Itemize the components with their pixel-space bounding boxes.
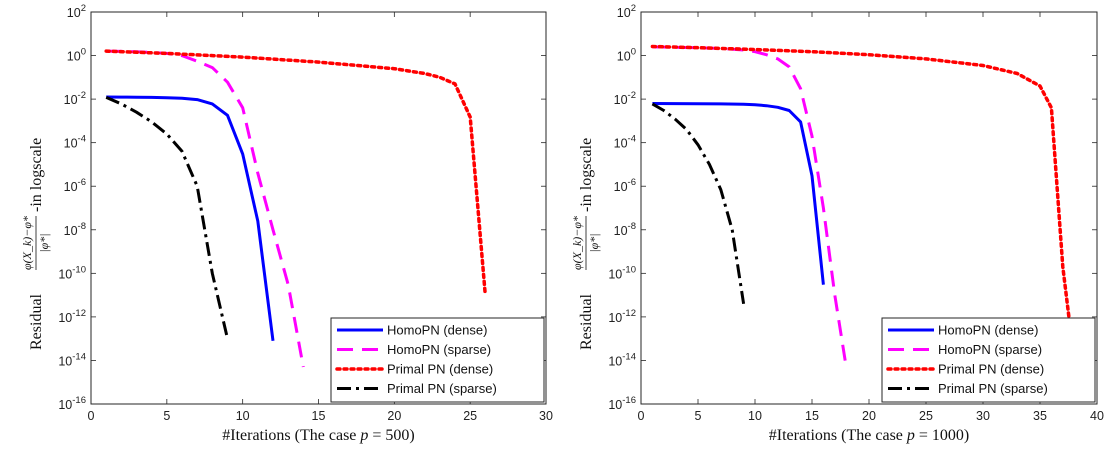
x-tick-label: 20	[387, 409, 401, 423]
legend-label: Primal PN (dense)	[387, 362, 493, 377]
legend-label: HomoPN (sparse)	[387, 342, 491, 357]
x-tick-label: 25	[919, 409, 933, 423]
x-tick-label: 5	[163, 409, 170, 423]
x-tick-label: 15	[312, 409, 326, 423]
series-line-homopn-dense-	[106, 95, 275, 341]
series-line-homopn-sparse-	[106, 49, 305, 368]
x-axis-label: #Iterations (The case p = 1000)	[769, 427, 970, 444]
y-axis-label-prefix: Residual	[28, 293, 45, 350]
legend-label: HomoPN (dense)	[387, 323, 487, 338]
y-tick-label: 10-14	[58, 351, 86, 368]
series-line-primal-pn-sparse-	[105, 96, 229, 340]
y-tick-label: 100	[67, 47, 86, 64]
legend: HomoPN (dense) HomoPN (sparse) Primal PN (…	[881, 317, 1096, 403]
chart-panel-2: 0 5 10 15 20 25 30 35 40 102 100 10-2 10-4 10-6 10-8 10…	[570, 3, 1104, 444]
x-tick-label: 0	[88, 409, 95, 423]
x-axis-label: #Iterations (The case p = 500)	[222, 427, 415, 444]
series-line-primal-pn-sparse-	[651, 102, 746, 305]
y-tick-label: 10-14	[608, 351, 636, 368]
y-tick-label: 10-10	[58, 264, 86, 281]
series-line-primal-pn-dense-	[104, 49, 488, 297]
y-tick-label: 10-4	[614, 134, 636, 151]
y-tick-label: 10-8	[614, 221, 636, 238]
x-tick-label: 40	[1090, 409, 1104, 423]
y-axis-label-numerator: φ(X_k)−φ*	[570, 216, 584, 270]
x-tick-label: 5	[695, 409, 702, 423]
x-tick-label: 20	[862, 409, 876, 423]
x-tick-label: 10	[236, 409, 250, 423]
y-tick-label: 10-12	[58, 308, 86, 325]
legend-box	[330, 317, 545, 403]
y-tick-label: 102	[67, 3, 86, 20]
y-tick-label: 102	[617, 3, 636, 20]
legend-label: HomoPN (dense)	[938, 323, 1038, 338]
y-axis-label-prefix: Residual	[578, 293, 595, 350]
chart-panel-1: 0 5 10 15 20 25 30 102 100 10-2 10-4 10-6 10-8 10-10 1…	[20, 3, 553, 444]
legend-label: Primal PN (sparse)	[938, 381, 1048, 396]
y-axis-label: Residual φ(X_k)−φ* |φ*| -in logscale	[570, 138, 601, 350]
legend-label: Primal PN (dense)	[938, 362, 1044, 377]
legend-label: Primal PN (sparse)	[387, 381, 497, 396]
legend-label: HomoPN (sparse)	[938, 342, 1042, 357]
y-tick-label: 10-2	[614, 90, 636, 107]
y-tick-label: 100	[617, 47, 636, 64]
y-tick-label: 10-8	[64, 221, 86, 238]
x-tick-label: 10	[748, 409, 762, 423]
y-tick-label: 10-12	[608, 308, 636, 325]
x-tick-label: 0	[638, 409, 645, 423]
x-tick-label: 35	[1033, 409, 1047, 423]
y-tick-label: 10-16	[58, 395, 86, 412]
y-axis-label-suffix: -in logscale	[28, 138, 45, 212]
y-tick-label: 10-2	[64, 90, 86, 107]
legend: HomoPN (dense) HomoPN (sparse) Primal PN (…	[330, 317, 545, 403]
axes-frame	[640, 11, 1098, 405]
y-tick-label: 10-10	[608, 264, 636, 281]
y-axis-label-denominator: |φ*|	[587, 233, 601, 252]
y-tick-label: 10-6	[64, 177, 86, 194]
axes-frame	[90, 11, 547, 405]
y-axis-label-denominator: |φ*|	[37, 233, 51, 252]
y-tick-label: 10-4	[64, 134, 86, 151]
x-tick-label: 15	[805, 409, 819, 423]
y-axis-label-suffix: -in logscale	[578, 138, 595, 212]
series-line-homopn-dense-	[652, 102, 825, 285]
x-tick-label: 30	[539, 409, 553, 423]
y-axis-label: Residual φ(X_k)−φ* |φ*| -in logscale	[20, 138, 51, 350]
y-tick-label: 10-16	[608, 395, 636, 412]
x-tick-label: 30	[976, 409, 990, 423]
y-axis-label-numerator: φ(X_k)−φ*	[20, 216, 34, 270]
series-line-primal-pn-dense-	[650, 44, 1076, 363]
y-tick-label: 10-6	[614, 177, 636, 194]
x-tick-label: 25	[463, 409, 477, 423]
